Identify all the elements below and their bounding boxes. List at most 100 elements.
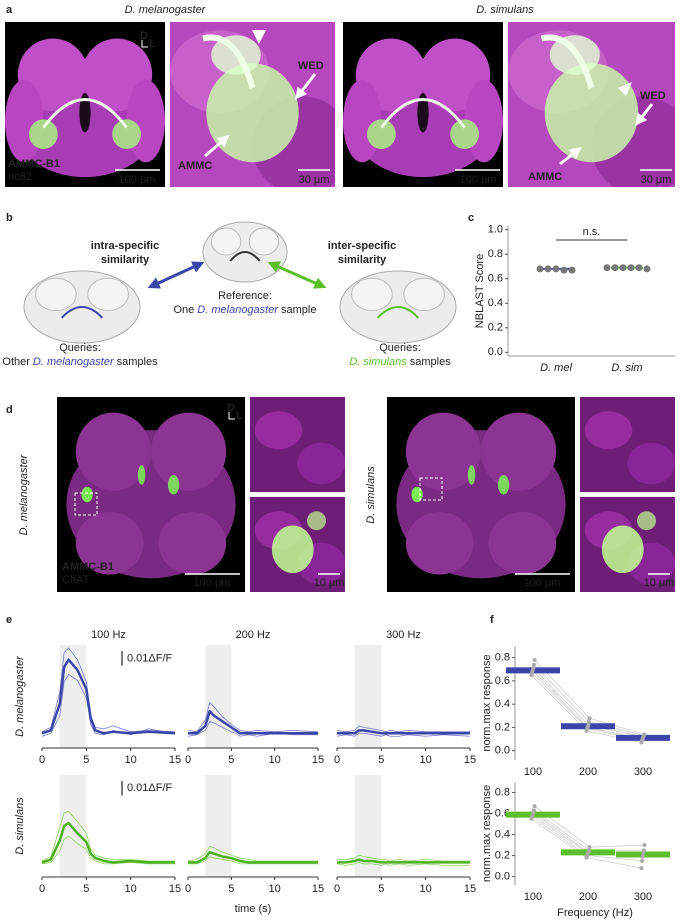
esophagus bbox=[417, 92, 429, 133]
data-point bbox=[642, 843, 647, 848]
caption-part: sample bbox=[281, 304, 316, 316]
orientation-label: L bbox=[236, 410, 243, 422]
trace bbox=[41, 821, 175, 864]
species-label: D. simulans bbox=[365, 466, 377, 524]
y-tick-label: 0.0 bbox=[488, 346, 503, 358]
scale-bar-label: 0.01ΔF/F bbox=[127, 652, 173, 664]
data-point bbox=[544, 265, 552, 273]
neuron-trace bbox=[60, 306, 104, 319]
orientation-axes bbox=[228, 412, 235, 420]
neuron bbox=[81, 486, 93, 503]
caption-part: Other bbox=[2, 356, 30, 368]
scale-label: 30 μm bbox=[641, 174, 672, 186]
data-point bbox=[641, 848, 646, 853]
stimulus-window bbox=[205, 645, 232, 748]
x-tick-label: 5 bbox=[228, 883, 234, 895]
stain-label: ChAT bbox=[62, 574, 90, 586]
arrow bbox=[204, 134, 230, 158]
trace bbox=[41, 658, 176, 735]
y-tick-label: 0.8 bbox=[488, 248, 503, 260]
trace bbox=[187, 846, 318, 862]
data-point bbox=[639, 866, 644, 871]
micrograph bbox=[343, 22, 503, 187]
neuropil bbox=[405, 412, 481, 491]
y-tick-label: 1.0 bbox=[488, 224, 503, 236]
data-point bbox=[532, 804, 537, 809]
x-tick-label: 15 bbox=[312, 754, 324, 766]
similarity-label: similarity bbox=[338, 254, 387, 266]
trace bbox=[188, 856, 318, 865]
y-axis-title: norm.max response bbox=[481, 785, 493, 882]
caption-part: D. melanogaster bbox=[197, 304, 279, 316]
micrograph bbox=[387, 397, 575, 592]
neuron bbox=[450, 119, 479, 150]
neuropil bbox=[584, 411, 633, 450]
chart-title: 200 Hz bbox=[236, 629, 271, 641]
scale-label: 100 μm bbox=[194, 577, 231, 589]
region-label: WED bbox=[298, 60, 324, 72]
stimulus-window bbox=[205, 775, 232, 877]
data-point bbox=[586, 848, 591, 853]
similarity-label: inter-specific bbox=[328, 240, 396, 252]
x-tick-label: 15 bbox=[169, 754, 181, 766]
neuron bbox=[29, 119, 58, 150]
data-point bbox=[627, 264, 635, 272]
x-tick-label: 5 bbox=[83, 883, 89, 895]
scale-label: 30 μm bbox=[299, 174, 330, 186]
data-point bbox=[552, 265, 560, 273]
x-tick-label: 10 bbox=[420, 754, 432, 766]
data-point bbox=[642, 732, 647, 737]
neuron-label: AMMC-B1 bbox=[62, 561, 114, 573]
y-tick-label: 0.4 bbox=[495, 698, 510, 710]
neuron-trace bbox=[376, 306, 420, 319]
micrograph bbox=[250, 397, 345, 492]
x-tick-label: 300 bbox=[634, 891, 652, 903]
y-tick-label: 0.2 bbox=[495, 849, 510, 861]
panel-label: b bbox=[6, 212, 13, 224]
arrow bbox=[635, 103, 654, 126]
y-tick-label: 0.6 bbox=[488, 273, 503, 285]
brain-lobe bbox=[87, 277, 129, 312]
caption-part: samples bbox=[117, 356, 158, 368]
x-axis-title: time (s) bbox=[235, 903, 272, 915]
y-tick-label: 0.2 bbox=[488, 322, 503, 334]
brain-lobe bbox=[248, 227, 280, 256]
y-tick-label: 0.4 bbox=[495, 828, 510, 840]
y-tick-label: 0.8 bbox=[495, 652, 510, 664]
y-axis-title: norm.max response bbox=[481, 654, 493, 751]
similarity-label: similarity bbox=[101, 254, 150, 266]
x-tick-label: 15 bbox=[312, 883, 324, 895]
stain-label: nc82 bbox=[8, 171, 32, 183]
y-axis-title: NBLAST Score bbox=[474, 254, 486, 328]
x-tick-label: D. mel bbox=[540, 362, 572, 374]
neuron bbox=[544, 63, 639, 163]
x-tick-label: 0 bbox=[185, 754, 191, 766]
x-tick-label: 10 bbox=[125, 883, 137, 895]
x-tick-label: 10 bbox=[420, 883, 432, 895]
species-header: D. simulans bbox=[476, 4, 534, 16]
panel-label: c bbox=[468, 212, 474, 224]
data-point bbox=[531, 666, 536, 671]
data-point bbox=[641, 851, 646, 856]
region-label: AMMC bbox=[528, 171, 562, 183]
neuron-label: AMMC-B1 bbox=[8, 158, 60, 170]
orientation-label: L bbox=[149, 38, 156, 50]
brain-lobe bbox=[351, 277, 393, 312]
micrograph bbox=[5, 22, 165, 187]
connector bbox=[531, 818, 642, 869]
data-point bbox=[536, 265, 544, 273]
x-tick-label: 5 bbox=[228, 754, 234, 766]
x-tick-label: 10 bbox=[125, 754, 137, 766]
caption-line: Reference: bbox=[218, 290, 272, 302]
neuron-tract bbox=[540, 34, 595, 89]
x-tick-label: 300 bbox=[634, 766, 652, 778]
y-tick-label: 0.6 bbox=[495, 675, 510, 687]
panel-label: e bbox=[6, 614, 12, 626]
panel-label: a bbox=[6, 4, 13, 16]
orientation-label: D bbox=[227, 402, 235, 414]
arrowhead-marker bbox=[252, 30, 266, 44]
data-point bbox=[587, 845, 592, 850]
data-point bbox=[635, 264, 643, 272]
neuron-tract bbox=[202, 34, 256, 89]
similarity-label: intra-specific bbox=[91, 240, 159, 252]
